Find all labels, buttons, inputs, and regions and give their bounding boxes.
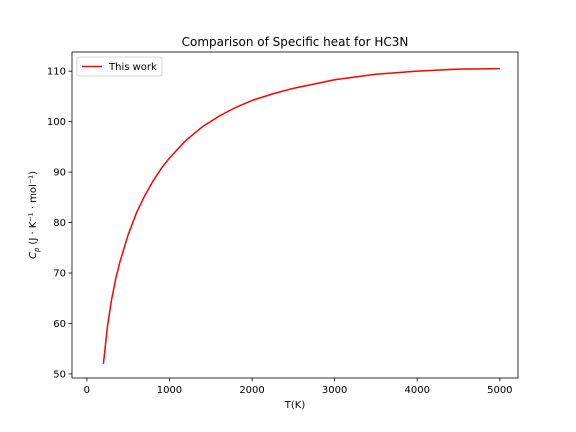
x-tick-label: 1000 [157, 385, 182, 396]
series-layer [102, 67, 500, 364]
svg-text:Cp(J · K⁻¹ · mol⁻¹): Cp (J · K⁻¹ · mol⁻¹) [28, 171, 41, 259]
y-axis-label-subscript: p [33, 247, 41, 253]
plot-area: 0 1000 2000 3000 4000 5000 50 60 70 80 90 100 110 [47, 51, 519, 396]
x-axis-label: T(K) [284, 400, 306, 411]
chart-title: Comparison of Specific heat for HC3N [182, 35, 409, 49]
y-tick-label: 100 [47, 117, 66, 128]
y-tick-label: 90 [53, 168, 66, 179]
x-tick-label: 4000 [405, 385, 430, 396]
axes-frame [71, 51, 519, 379]
x-tick-label: 3000 [322, 385, 347, 396]
y-tick-label: 50 [53, 369, 66, 380]
x-tick-label: 2000 [239, 385, 264, 396]
y-tick-label: 60 [53, 319, 66, 330]
legend-box [76, 56, 163, 77]
y-ticks: 50 60 70 80 90 100 110 [47, 67, 72, 380]
legend-label-this-work: This work [108, 62, 157, 73]
y-tick-label: 70 [53, 269, 66, 280]
y-tick-label: 110 [47, 67, 66, 78]
x-tick-label: 0 [84, 385, 90, 396]
x-ticks: 0 1000 2000 3000 4000 5000 [84, 378, 513, 396]
y-axis-label-symbol: C [28, 252, 39, 259]
legend: This work [76, 56, 163, 77]
series-line-0 [102, 67, 500, 364]
x-tick-label: 5000 [487, 385, 512, 396]
y-tick-label: 80 [53, 218, 66, 229]
y-axis-label: Cp (J · K⁻¹ · mol⁻¹) [28, 171, 41, 259]
y-axis-label-unit: (J · K⁻¹ · mol⁻¹) [28, 171, 39, 245]
